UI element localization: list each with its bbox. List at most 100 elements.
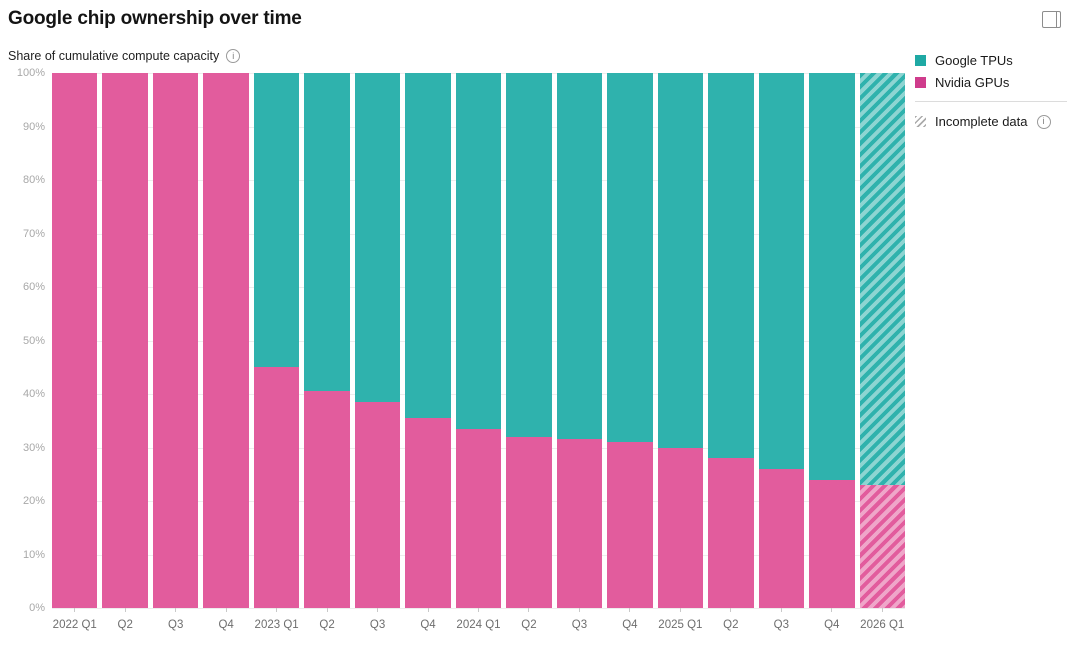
subtitle-info-icon[interactable]: i [226,49,241,63]
x-axis-tick [831,608,833,612]
y-axis-tick-label: 60% [22,281,45,293]
x-axis-tick-label: Q3 [168,619,184,631]
bar-2026-q1[interactable] [859,73,905,608]
y-axis-tick-label: 20% [22,495,45,507]
chart-subtitle: Share of cumulative compute capacity [8,49,220,63]
segment-google-tpus-q4[interactable] [607,73,653,443]
bar-q4[interactable] [203,73,249,608]
segment-google-tpus-2025-q1[interactable] [657,73,704,448]
x-axis-category-q4: Q4 [809,608,854,633]
bar-2025-q1[interactable] [657,73,704,608]
bar-q3[interactable] [758,73,805,608]
y-axis-tick-label: 90% [22,120,45,133]
segment-nvidia-gpus-2025-q1[interactable] [657,447,704,608]
bar-q2[interactable] [102,73,148,608]
legend-label-nvidia-gpus: Nvidia GPUs [935,75,1010,90]
segment-nvidia-gpus-2023-q1[interactable] [253,367,300,608]
bar-q2[interactable] [506,73,552,608]
x-axis-tick-label: Q3 [773,619,789,631]
segment-nvidia-gpus-q3[interactable] [354,402,401,608]
x-axis-tick-label: Q4 [218,619,234,631]
x-axis-tick-label: 2022 Q1 [52,619,97,631]
segment-google-tpus-2024-q1[interactable] [455,73,502,429]
x-axis-category-2023-q1: 2023 Q1 [254,608,299,633]
bar-2023-q1[interactable] [253,73,300,608]
segment-google-tpus-q3[interactable] [758,73,805,469]
legend-separator [915,101,1067,102]
x-axis-tick [377,608,379,612]
x-axis-tick-label: Q3 [571,619,588,631]
bar-q3[interactable] [152,73,199,608]
segment-nvidia-gpus-2026-q1[interactable] [859,484,905,608]
nvidia-gpus-swatch [915,77,926,88]
legend-label-google-tpus: Google TPUs [935,53,1013,68]
segment-nvidia-gpus-q4[interactable] [607,442,653,608]
y-axis-tick-label: 50% [22,334,45,347]
x-axis-tick-label: Q2 [723,619,739,631]
bar-q4[interactable] [809,73,855,608]
segment-google-tpus-q2[interactable] [708,73,754,459]
segment-nvidia-gpus-q3[interactable] [556,439,603,608]
segment-nvidia-gpus-q2[interactable] [304,391,350,608]
x-axis-category-2025-q1: 2025 Q1 [658,608,703,633]
segment-nvidia-gpus-q4[interactable] [203,73,249,608]
x-axis-tick [629,608,631,612]
legend-item-nvidia-gpus: Nvidia GPUs [915,75,1067,90]
segment-nvidia-gpus-q2[interactable] [708,458,754,608]
segment-nvidia-gpus-2024-q1[interactable] [455,428,502,608]
x-axis-tick-label: 2023 Q1 [254,619,299,631]
x-axis-category-2026-q1: 2026 Q1 [860,608,905,633]
x-axis-tick [679,608,681,612]
legend-label-incomplete-data: Incomplete data [935,114,1028,129]
x-axis-tick [780,608,782,612]
x-axis-tick [578,608,580,612]
incomplete-data-swatch [915,116,926,127]
segment-nvidia-gpus-2022-q1[interactable] [52,73,98,608]
google-tpus-swatch [915,55,926,66]
segment-google-tpus-q4[interactable] [809,73,855,480]
x-axis-tick [528,608,530,612]
bar-q4[interactable] [607,73,653,608]
segment-google-tpus-2026-q1[interactable] [859,73,905,485]
y-axis-tick-label: 80% [22,174,45,186]
y-axis-tick-label: 70% [22,227,45,240]
segment-google-tpus-q3[interactable] [556,73,603,440]
x-axis-tick [175,608,177,612]
x-axis-labels: 2022 Q1 Q2 Q3 Q4 2023 Q1 Q2 Q3 Q4 2024 Q1 Q2 Q3 Q4 2… [52,608,905,633]
x-axis-tick [124,608,126,612]
bar-q3[interactable] [556,73,603,608]
x-axis-category-q3: Q3 [355,608,400,633]
x-axis-tick-label: Q2 [521,619,537,631]
x-axis-tick-label: Q2 [319,619,335,631]
y-axis-tick-label: 0% [29,602,45,614]
incomplete-data-info-icon[interactable]: i [1036,114,1051,129]
segment-nvidia-gpus-q3[interactable] [758,468,805,608]
segment-nvidia-gpus-q4[interactable] [809,479,855,608]
segment-google-tpus-q2[interactable] [304,73,350,392]
segment-nvidia-gpus-q2[interactable] [102,73,148,608]
panel-layout-icon[interactable] [1042,11,1061,28]
bar-q2[interactable] [708,73,754,608]
bar-2022-q1[interactable] [52,73,98,608]
y-axis-tick-label: 30% [22,441,45,454]
x-axis-tick-label: 2025 Q1 [658,619,703,631]
segment-nvidia-gpus-q3[interactable] [152,73,199,608]
x-axis-tick [730,608,732,612]
bar-q3[interactable] [354,73,401,608]
segment-nvidia-gpus-q2[interactable] [506,436,552,608]
chart-subtitle-row: Share of cumulative compute capacity i [8,49,241,63]
x-axis-category-q3: Q3 [153,608,198,633]
x-axis-category-q3: Q3 [557,608,602,633]
segment-google-tpus-q2[interactable] [506,73,552,437]
segment-nvidia-gpus-q4[interactable] [405,418,451,608]
x-axis-category-q4: Q4 [405,608,450,633]
segment-google-tpus-q4[interactable] [405,73,451,419]
bar-q4[interactable] [405,73,451,608]
x-axis-tick [881,608,883,612]
bar-q2[interactable] [304,73,350,608]
x-axis-category-q2: Q2 [708,608,753,633]
bar-2024-q1[interactable] [455,73,502,608]
segment-google-tpus-2023-q1[interactable] [253,73,300,368]
segment-google-tpus-q3[interactable] [354,73,401,403]
